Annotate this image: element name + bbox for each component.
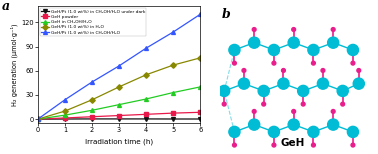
Circle shape (288, 119, 299, 130)
Y-axis label: H₂ generation (μmol·g⁻¹): H₂ generation (μmol·g⁻¹) (11, 23, 18, 106)
Circle shape (321, 69, 325, 72)
GeH in CH₃OH/H₂O (63, 114, 67, 116)
Circle shape (249, 37, 260, 48)
GeH/Pt (1.0 wt%) in H₂O (90, 99, 94, 101)
GeH in CH₃OH/H₂O (36, 118, 40, 120)
Line: GeH powder: GeH powder (36, 110, 202, 121)
Circle shape (337, 85, 348, 97)
GeH/Pt (1.0 wt%) in H₂O (117, 86, 121, 88)
Circle shape (331, 28, 335, 31)
Line: GeH/Pt (1.0 wt%) in H₂O: GeH/Pt (1.0 wt%) in H₂O (36, 56, 202, 121)
Circle shape (311, 61, 315, 65)
Circle shape (297, 85, 309, 97)
GeH/Pt (1.0 wt%) in CH₃OH/H₂O under dark (198, 118, 203, 120)
Circle shape (351, 143, 355, 147)
Circle shape (308, 44, 319, 56)
Legend: GeH/Pt (1.0 wt%) in CH₃OH/H₂O under dark, GeH powder, GeH in CH₃OH/H₂O, GeH/Pt (: GeH/Pt (1.0 wt%) in CH₃OH/H₂O under dark… (40, 8, 146, 36)
Circle shape (252, 109, 256, 113)
Circle shape (311, 143, 315, 147)
GeH/Pt (1.0 wt%) in H₂O (36, 118, 40, 120)
GeH/Pt (1.0 wt%) in CH₃OH/H₂O under dark (171, 118, 175, 120)
GeH powder (144, 113, 149, 115)
GeH/Pt (1.0 wt%) in H₂O (171, 64, 175, 66)
Circle shape (249, 119, 260, 130)
Circle shape (341, 102, 345, 106)
Circle shape (268, 126, 279, 138)
Circle shape (288, 37, 299, 48)
Circle shape (272, 61, 276, 65)
Circle shape (292, 109, 296, 113)
GeH/Pt (1.0 wt%) in CH₃OH/H₂O under dark (36, 118, 40, 120)
Circle shape (268, 44, 279, 56)
GeH/Pt (1.0 wt%) in CH₃OH/H₂O under dark (117, 118, 121, 120)
GeH/Pt (1.0 wt%) in CH₃OH/H₂O (90, 81, 94, 83)
Line: GeH/Pt (1.0 wt%) in CH₃OH/H₂O under dark: GeH/Pt (1.0 wt%) in CH₃OH/H₂O under dark (36, 117, 202, 121)
Circle shape (301, 102, 305, 106)
Circle shape (262, 102, 266, 106)
GeH in CH₃OH/H₂O (171, 92, 175, 93)
GeH powder (198, 111, 203, 113)
Circle shape (229, 126, 240, 138)
GeH/Pt (1.0 wt%) in CH₃OH/H₂O under dark (90, 118, 94, 120)
Circle shape (357, 69, 361, 72)
GeH/Pt (1.0 wt%) in H₂O (63, 110, 67, 112)
Circle shape (252, 28, 256, 31)
Circle shape (242, 69, 246, 72)
Circle shape (347, 126, 358, 138)
Circle shape (351, 61, 355, 65)
Circle shape (232, 143, 236, 147)
GeH/Pt (1.0 wt%) in CH₃OH/H₂O (117, 65, 121, 67)
GeH in CH₃OH/H₂O (198, 86, 203, 88)
GeH/Pt (1.0 wt%) in CH₃OH/H₂O (171, 31, 175, 33)
Line: GeH in CH₃OH/H₂O: GeH in CH₃OH/H₂O (36, 85, 202, 121)
Circle shape (282, 69, 285, 72)
Line: GeH/Pt (1.0 wt%) in CH₃OH/H₂O: GeH/Pt (1.0 wt%) in CH₃OH/H₂O (36, 12, 202, 121)
Circle shape (353, 78, 364, 89)
Circle shape (331, 109, 335, 113)
GeH/Pt (1.0 wt%) in H₂O (144, 74, 149, 76)
Circle shape (229, 44, 240, 56)
Circle shape (272, 143, 276, 147)
Circle shape (218, 85, 230, 97)
Circle shape (258, 85, 269, 97)
Circle shape (239, 78, 249, 89)
GeH in CH₃OH/H₂O (144, 98, 149, 100)
Circle shape (328, 37, 339, 48)
Circle shape (328, 119, 339, 130)
Text: a: a (2, 0, 10, 13)
GeH in CH₃OH/H₂O (117, 104, 121, 105)
GeH/Pt (1.0 wt%) in CH₃OH/H₂O (36, 118, 40, 120)
Text: b: b (221, 8, 230, 20)
Circle shape (278, 78, 289, 89)
Circle shape (232, 61, 236, 65)
Circle shape (318, 78, 328, 89)
GeH/Pt (1.0 wt%) in CH₃OH/H₂O under dark (144, 118, 149, 120)
Text: GeH: GeH (281, 138, 305, 148)
X-axis label: Irradiation time (h): Irradiation time (h) (85, 139, 153, 145)
GeH powder (117, 115, 121, 116)
Circle shape (308, 126, 319, 138)
GeH powder (63, 117, 67, 119)
GeH/Pt (1.0 wt%) in CH₃OH/H₂O (63, 99, 67, 101)
GeH/Pt (1.0 wt%) in H₂O (198, 57, 203, 59)
Circle shape (347, 44, 358, 56)
GeH powder (171, 112, 175, 114)
GeH powder (36, 118, 40, 120)
GeH powder (90, 116, 94, 118)
Circle shape (222, 102, 226, 106)
GeH in CH₃OH/H₂O (90, 109, 94, 111)
GeH/Pt (1.0 wt%) in CH₃OH/H₂O (144, 47, 149, 49)
GeH/Pt (1.0 wt%) in CH₃OH/H₂O (198, 13, 203, 15)
GeH/Pt (1.0 wt%) in CH₃OH/H₂O under dark (63, 118, 67, 120)
Circle shape (292, 28, 296, 31)
